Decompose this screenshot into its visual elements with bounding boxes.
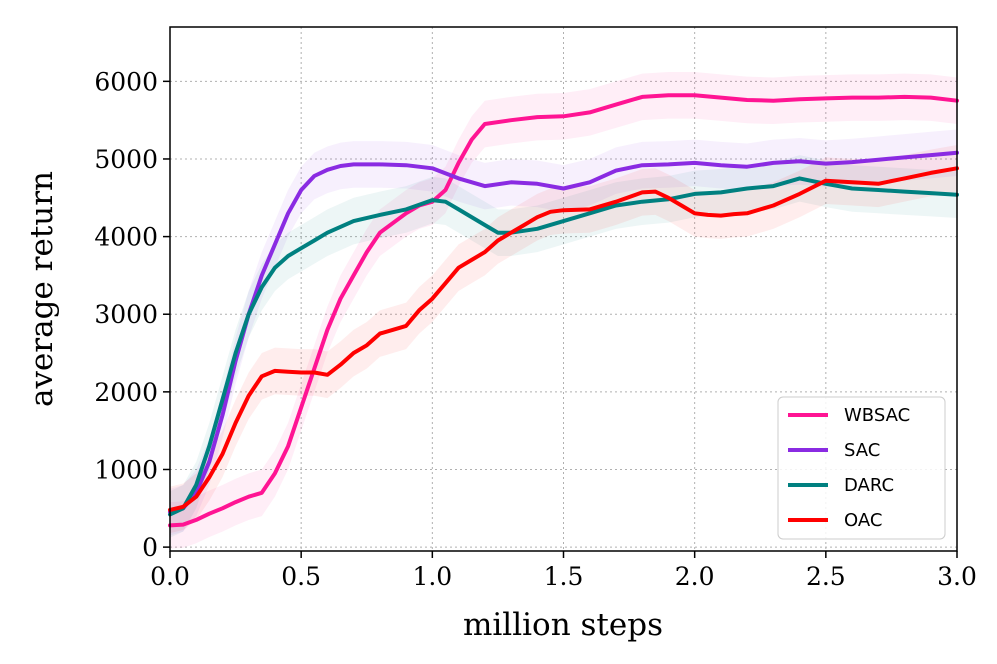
x-axis-ticks: 0.0 0.5 1.0 1.5 2.0 2.5 3.0 [150,551,977,591]
x-tick-label: 3.0 [937,562,977,591]
legend-label-sac: SAC [844,440,880,461]
series-lines [168,72,959,549]
x-tick-label: 1.5 [544,562,584,591]
y-axis-ticks: 0 1000 2000 3000 4000 5000 6000 [94,67,170,562]
x-tick-label: 2.0 [675,562,715,591]
x-tick-label: 0.0 [150,562,190,591]
series-band-darc [170,155,957,538]
y-tick-label: 4000 [94,223,158,252]
y-axis-label: average return [24,171,60,407]
legend-label-wbsac: WBSAC [844,405,910,426]
x-tick-label: 2.5 [806,562,846,591]
y-tick-label: 2000 [94,378,158,407]
y-tick-label: 1000 [94,455,158,484]
legend-label-darc: DARC [844,475,894,496]
y-tick-label: 6000 [94,67,158,96]
x-tick-label: 0.5 [281,562,321,591]
legend-box [777,396,946,540]
legend-label-oac: OAC [844,510,882,531]
series-band-wbsac [170,72,957,549]
y-tick-label: 3000 [94,300,158,329]
y-tick-label: 5000 [94,145,158,174]
series-line-darc [168,176,959,517]
series-line-oac [168,166,959,512]
legend: WBSAC SAC DARC OAC [777,396,946,540]
y-tick-label: 0 [142,533,158,562]
x-axis-label: million steps [463,607,663,643]
x-tick-label: 1.0 [412,562,452,591]
